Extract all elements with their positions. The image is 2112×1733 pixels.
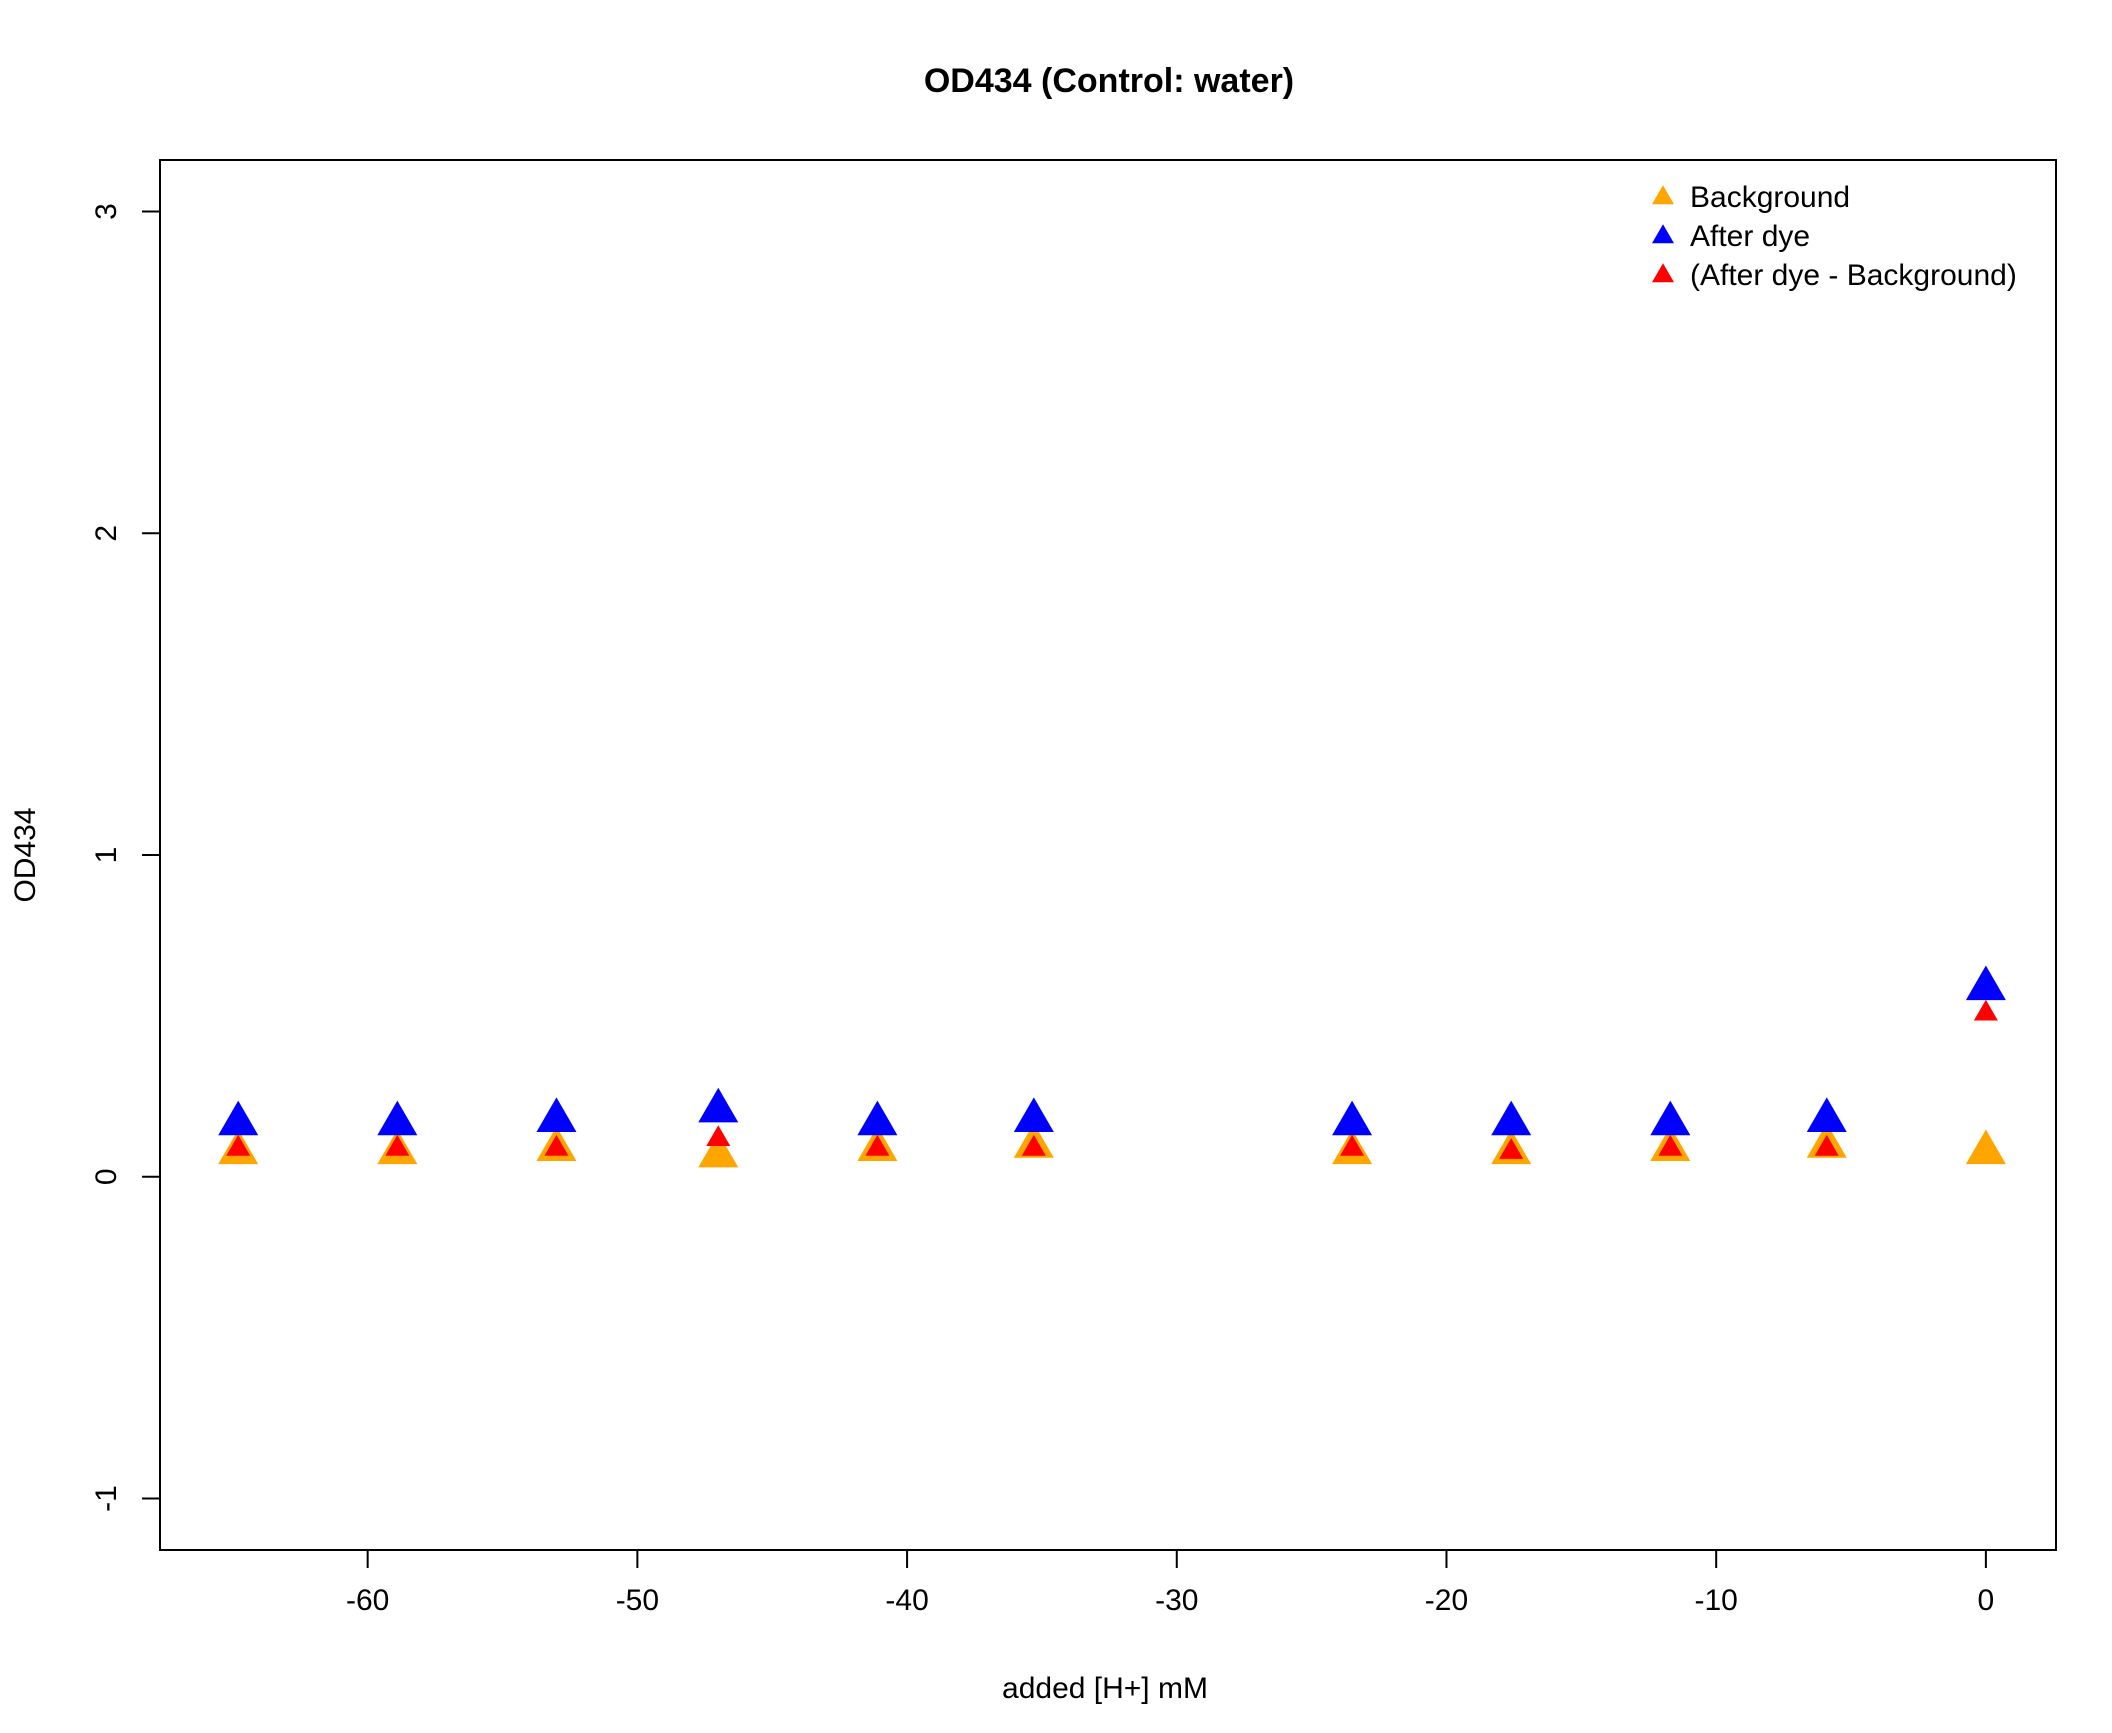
legend: Background After dye (After dye - Backgrou… (1652, 181, 2017, 292)
data-point (857, 1100, 898, 1136)
data-point (698, 1132, 739, 1168)
data-points (218, 965, 2006, 1168)
y-axis: -1 0 1 2 3 (90, 203, 161, 1512)
data-point (1332, 1100, 1373, 1136)
data-point (865, 1134, 890, 1156)
legend-marker (1652, 224, 1674, 244)
x-tick-label: -40 (885, 1584, 928, 1617)
data-point (1965, 965, 2006, 1001)
data-point (1491, 1100, 1532, 1136)
legend-label: Background (1690, 181, 1850, 214)
x-axis: -60 -50 -40 -30 -20 -10 0 (346, 1549, 1995, 1617)
data-point (226, 1134, 251, 1156)
x-tick-label: -30 (1155, 1584, 1198, 1617)
x-tick-label: -10 (1694, 1584, 1737, 1617)
legend-label: (After dye - Background) (1690, 259, 2017, 292)
data-point (1965, 1129, 2006, 1165)
data-point (544, 1134, 569, 1156)
data-point (1814, 1134, 1839, 1156)
data-point (1499, 1138, 1524, 1159)
x-axis-label: added [H+] mM (1002, 1672, 1208, 1705)
data-point (1650, 1100, 1691, 1136)
series-group (218, 965, 2006, 1136)
y-axis-label: OD434 (9, 807, 42, 902)
x-tick-label: -50 (616, 1584, 659, 1617)
data-point (385, 1134, 410, 1156)
data-point (1658, 1134, 1683, 1156)
y-tick-label: 0 (90, 1168, 123, 1185)
y-tick-label: 1 (90, 847, 123, 864)
chart-title: OD434 (Control: water) (924, 62, 1294, 100)
x-tick-label: -20 (1425, 1584, 1468, 1617)
data-point (1973, 999, 1998, 1021)
legend-marker (1652, 185, 1674, 205)
series-group (226, 999, 1998, 1159)
data-point (377, 1100, 418, 1136)
data-point (536, 1097, 577, 1133)
data-point (1340, 1134, 1365, 1156)
x-tick-label: 0 (1978, 1584, 1995, 1617)
data-point (698, 1087, 739, 1123)
legend-marker (1652, 263, 1674, 283)
data-point (218, 1100, 259, 1136)
y-tick-label: -1 (90, 1485, 123, 1512)
y-tick-label: 2 (90, 525, 123, 542)
data-point (1806, 1097, 1847, 1133)
y-tick-label: 3 (90, 203, 123, 220)
x-tick-label: -60 (346, 1584, 389, 1617)
data-point (1021, 1134, 1046, 1156)
data-point (706, 1125, 731, 1147)
legend-label: After dye (1690, 220, 1810, 253)
data-point (1013, 1097, 1054, 1133)
